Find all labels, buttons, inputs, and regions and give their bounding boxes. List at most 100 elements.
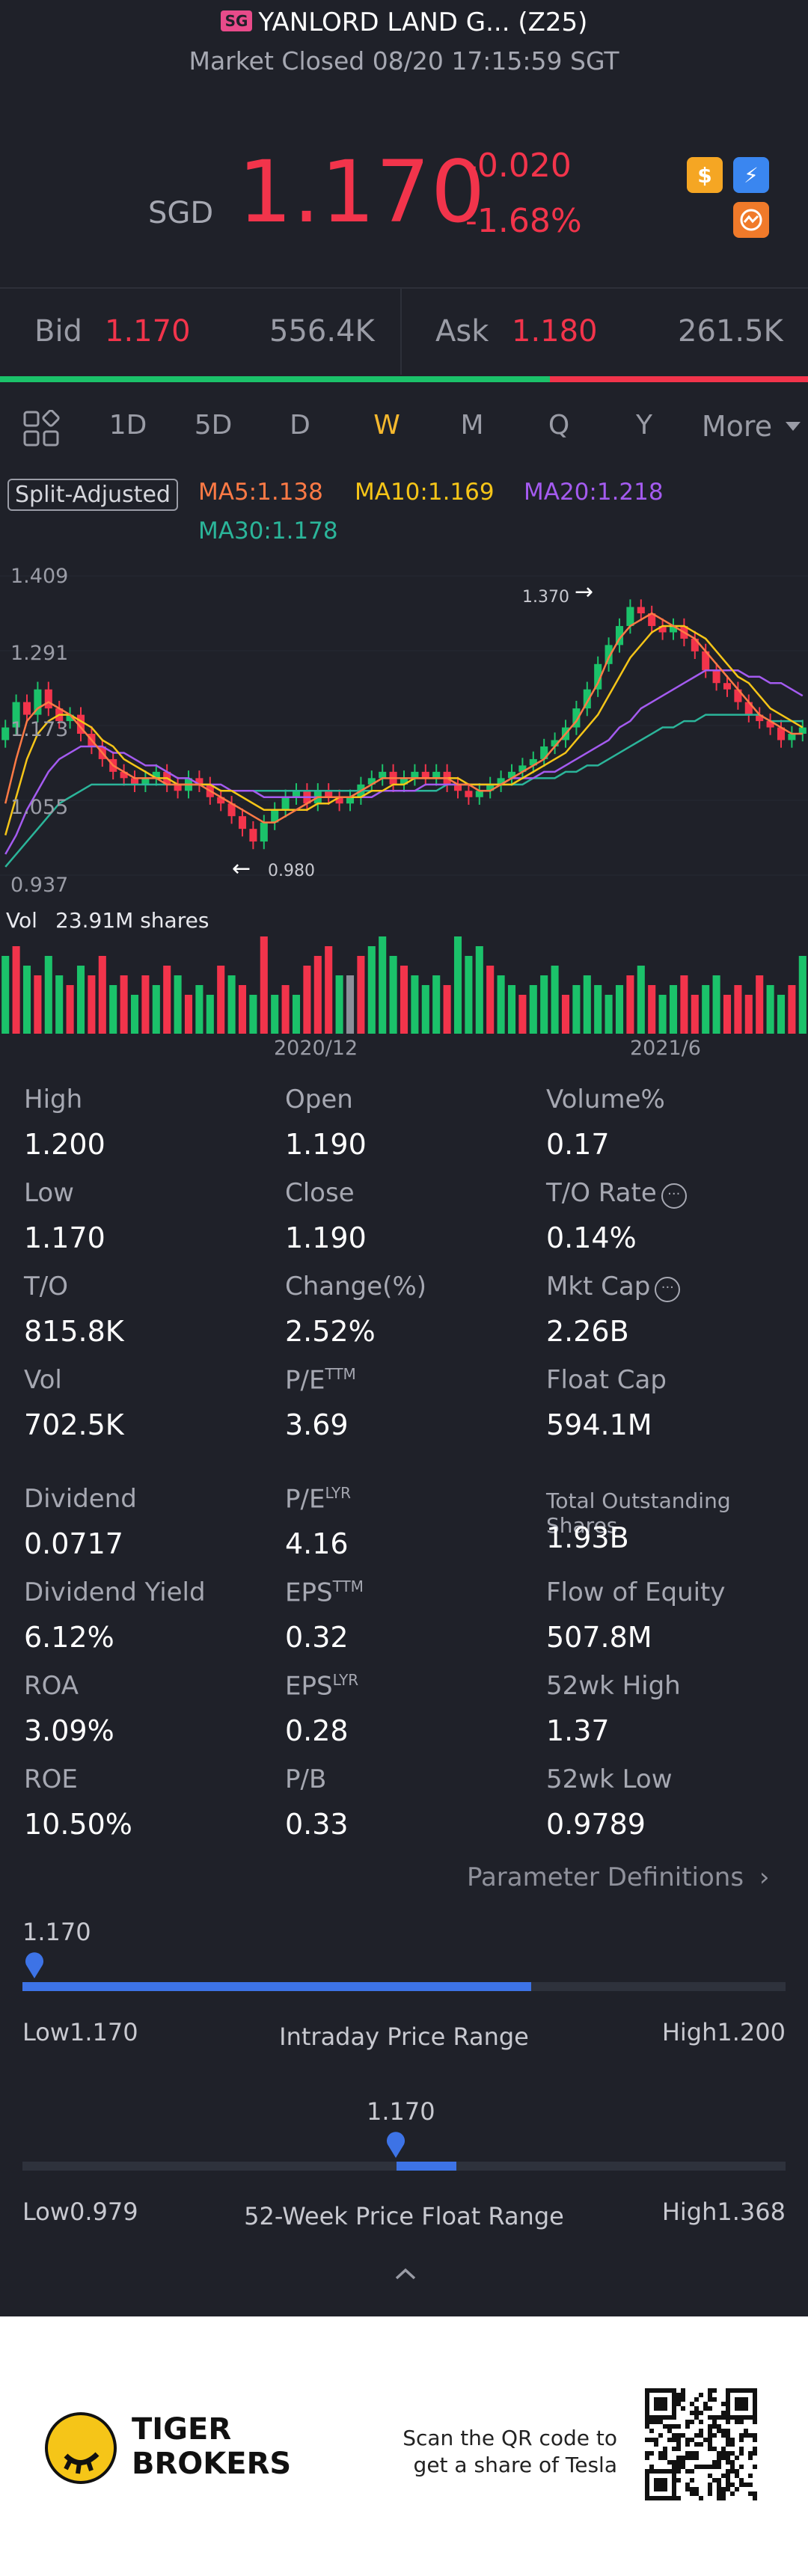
currency-label: SGD [148,196,214,230]
qr-module [645,2496,649,2500]
split-adjusted-toggle[interactable]: Split-Adjusted [7,479,178,511]
stat-label-text: Float Cap [546,1365,667,1395]
volume-bar [561,995,570,1034]
qr-module [663,2456,667,2460]
chart-badge-icon[interactable] [733,202,769,238]
volume-bar [529,985,537,1034]
qr-module [748,2451,753,2456]
max-price-marker: 1.370 [522,588,569,607]
stat-label-text: ROA [24,1671,79,1701]
qr-module [694,2451,699,2456]
volume-bar [217,966,225,1034]
qr-module [645,2397,649,2402]
candle-body [497,778,505,785]
qr-module [672,2469,676,2474]
qr-module [681,2397,685,2402]
qr-module [672,2406,676,2411]
qr-module [645,2420,649,2424]
tab-q[interactable]: Q [548,410,570,441]
qr-module [735,2487,739,2491]
candle-body [766,721,774,728]
ask-ratio-bar [550,376,808,382]
stat-value: 4.16 [285,1527,349,1560]
qr-module [708,2491,712,2496]
stat-label: T/O [24,1272,68,1301]
qr-module [708,2474,712,2478]
qr-module [654,2483,658,2487]
volume-bar [658,995,667,1034]
qr-module [726,2420,730,2424]
qr-module [681,2460,685,2465]
lightning-icon[interactable]: ⚡ [733,157,769,193]
collapse-chevron-icon[interactable] [394,2266,417,2284]
tab-1d[interactable]: 1D [108,410,147,441]
volume-bar [507,985,516,1034]
candle-body [271,809,279,823]
stat-value: 0.14% [546,1221,637,1254]
tab-w[interactable]: W [373,410,400,441]
candle-body [475,791,483,797]
volume-bar [756,975,764,1034]
info-icon[interactable]: ··· [655,1277,681,1302]
qr-module [672,2478,676,2483]
tab-y[interactable]: Y [636,410,652,441]
qr-module [654,2397,658,2402]
qr-module [676,2456,681,2460]
qr-module [712,2424,717,2429]
ma10-line [4,625,804,835]
tab-m[interactable]: M [460,410,484,441]
tab-d[interactable]: D [290,410,310,441]
qr-module [753,2415,757,2420]
qr-module [663,2397,667,2402]
qr-module [645,2393,649,2397]
qr-module [739,2420,744,2424]
qr-module [685,2424,690,2429]
qr-module [699,2496,703,2500]
stat-label: High [24,1085,82,1114]
qr-module [708,2406,712,2411]
qr-module [753,2402,757,2406]
layout-grid-icon[interactable] [22,409,60,450]
dollar-icon[interactable]: $ [687,157,723,193]
qr-module [667,2496,672,2500]
qr-module [721,2415,726,2420]
volume-bar [691,995,699,1034]
stat-label: P/ETTM [285,1365,356,1395]
volume-bar [12,946,20,1034]
last-price: 1.170 [238,142,486,242]
volume-bar [184,995,193,1034]
qr-module [753,2388,757,2393]
intraday-low: Low1.170 [22,2018,138,2046]
qr-module [645,2406,649,2411]
volume-bar [346,975,355,1034]
candle-body [44,689,52,709]
qr-module [685,2483,690,2487]
qr-module [690,2491,694,2496]
qr-module [699,2429,703,2433]
qr-module [645,2456,649,2460]
stat-label: Dividend Yield [24,1577,206,1607]
parameter-definitions-link[interactable]: Parameter Definitions › [467,1862,769,1892]
qr-module [730,2491,735,2496]
volume-bar [44,956,52,1034]
tab-5d[interactable]: 5D [194,410,233,441]
candle-body [518,765,527,772]
volume-chart[interactable] [0,936,808,1034]
qr-module [726,2442,730,2447]
qr-module [739,2447,744,2451]
qr-module [649,2415,654,2420]
qr-module [712,2420,717,2424]
info-icon[interactable]: ··· [661,1183,687,1209]
qr-module [649,2496,654,2500]
qr-module [663,2447,667,2451]
tab-more[interactable]: More [701,410,773,443]
bidask-divider [400,289,402,375]
qr-module [735,2388,739,2393]
stat-value: 3.69 [285,1408,349,1441]
stat-label-sup: TTM [332,1577,364,1595]
stat-label-sup: LYR [325,1484,352,1502]
qr-module [726,2406,730,2411]
candlestick-chart[interactable] [0,553,808,898]
chevron-down-icon[interactable] [786,422,801,431]
week52-title: 52-Week Price Float Range [244,2202,564,2230]
